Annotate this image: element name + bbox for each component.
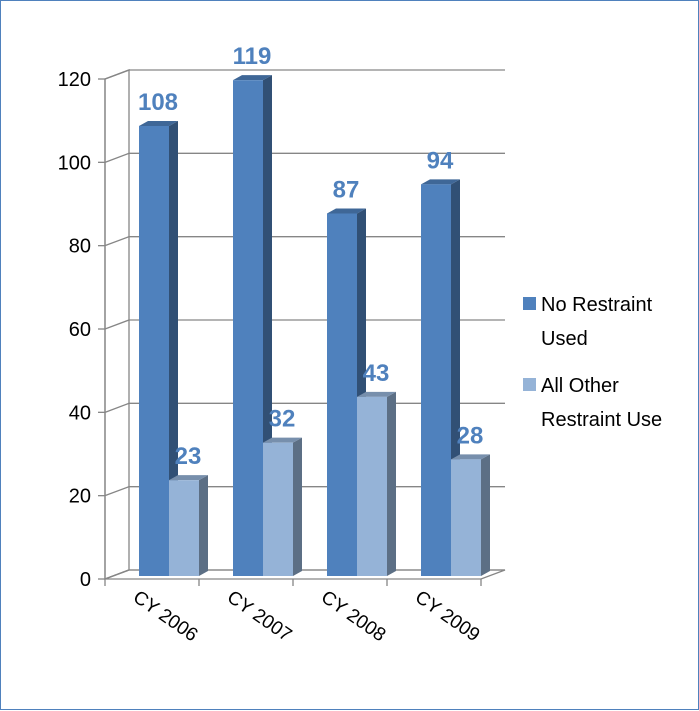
gridline bbox=[104, 152, 505, 163]
bar-top bbox=[421, 179, 460, 185]
bar-top bbox=[327, 208, 366, 214]
bar-front bbox=[169, 480, 199, 576]
data-label: 119 bbox=[233, 43, 272, 70]
x-category-label: CY 2008 bbox=[317, 587, 389, 646]
data-label: 32 bbox=[269, 406, 296, 433]
bar-top bbox=[233, 75, 272, 81]
bar-other-restraint bbox=[169, 475, 208, 576]
bar-no-restraint bbox=[139, 121, 178, 576]
bar-front bbox=[233, 80, 263, 577]
legend-label: All Other bbox=[541, 375, 619, 397]
bar-top bbox=[451, 454, 490, 460]
x-category-label: CY 2007 bbox=[223, 587, 295, 646]
bar-front bbox=[421, 184, 451, 577]
bar-side bbox=[387, 391, 396, 576]
y-tick-label: 20 bbox=[69, 486, 91, 508]
gridline bbox=[104, 69, 505, 80]
bar-side bbox=[481, 454, 490, 576]
legend: No Restraint Used All Other Restraint Use bbox=[523, 294, 662, 431]
legend-label: No Restraint bbox=[541, 294, 653, 316]
bar-no-restraint bbox=[233, 75, 272, 577]
bar-other-restraint bbox=[357, 391, 396, 576]
bar-top bbox=[169, 475, 208, 481]
legend-label: Used bbox=[541, 328, 588, 350]
y-tick-label: 0 bbox=[80, 569, 91, 591]
y-tick-label: 100 bbox=[58, 152, 91, 174]
bar-top bbox=[139, 121, 178, 126]
x-category-label: CY 2009 bbox=[411, 587, 483, 646]
bar-front bbox=[327, 213, 357, 576]
legend-swatch bbox=[523, 378, 536, 391]
bar-front bbox=[139, 126, 169, 576]
data-label: 94 bbox=[427, 147, 454, 174]
bar-front bbox=[357, 396, 387, 576]
bar-top bbox=[357, 391, 396, 397]
bar-side bbox=[199, 475, 208, 576]
legend-item: All Other Restraint Use bbox=[523, 375, 662, 431]
data-label: 87 bbox=[333, 177, 360, 204]
legend-swatch bbox=[523, 297, 536, 310]
data-label: 43 bbox=[363, 360, 390, 387]
x-axis-labels: CY 2006 CY 2007 CY 2008 CY 2009 bbox=[104, 579, 483, 646]
bar-side bbox=[169, 121, 178, 576]
bar-other-restraint bbox=[263, 437, 302, 576]
bars bbox=[139, 75, 490, 577]
y-tick-label: 120 bbox=[58, 69, 91, 91]
data-labels: 108 23 119 32 87 43 94 28 bbox=[138, 43, 483, 470]
bar-side bbox=[293, 437, 302, 576]
data-label: 28 bbox=[457, 422, 484, 449]
y-tick-label: 60 bbox=[69, 319, 91, 341]
data-label: 108 bbox=[138, 89, 178, 116]
legend-item: No Restraint Used bbox=[523, 294, 653, 350]
bar-front bbox=[263, 442, 293, 576]
gridline bbox=[104, 319, 505, 330]
bar-no-restraint bbox=[421, 179, 460, 577]
bar-other-restraint bbox=[451, 454, 490, 576]
data-label: 23 bbox=[175, 443, 202, 470]
gridline bbox=[104, 236, 505, 247]
bar-front bbox=[451, 459, 481, 576]
y-axis-ticks: 0 20 40 60 80 100 120 bbox=[58, 69, 106, 591]
y-tick-label: 40 bbox=[69, 402, 91, 424]
y-tick-label: 80 bbox=[69, 236, 91, 258]
bar-no-restraint bbox=[327, 208, 366, 576]
legend-label: Restraint Use bbox=[541, 409, 662, 431]
x-category-label: CY 2006 bbox=[129, 587, 201, 646]
bar-top bbox=[263, 437, 302, 443]
